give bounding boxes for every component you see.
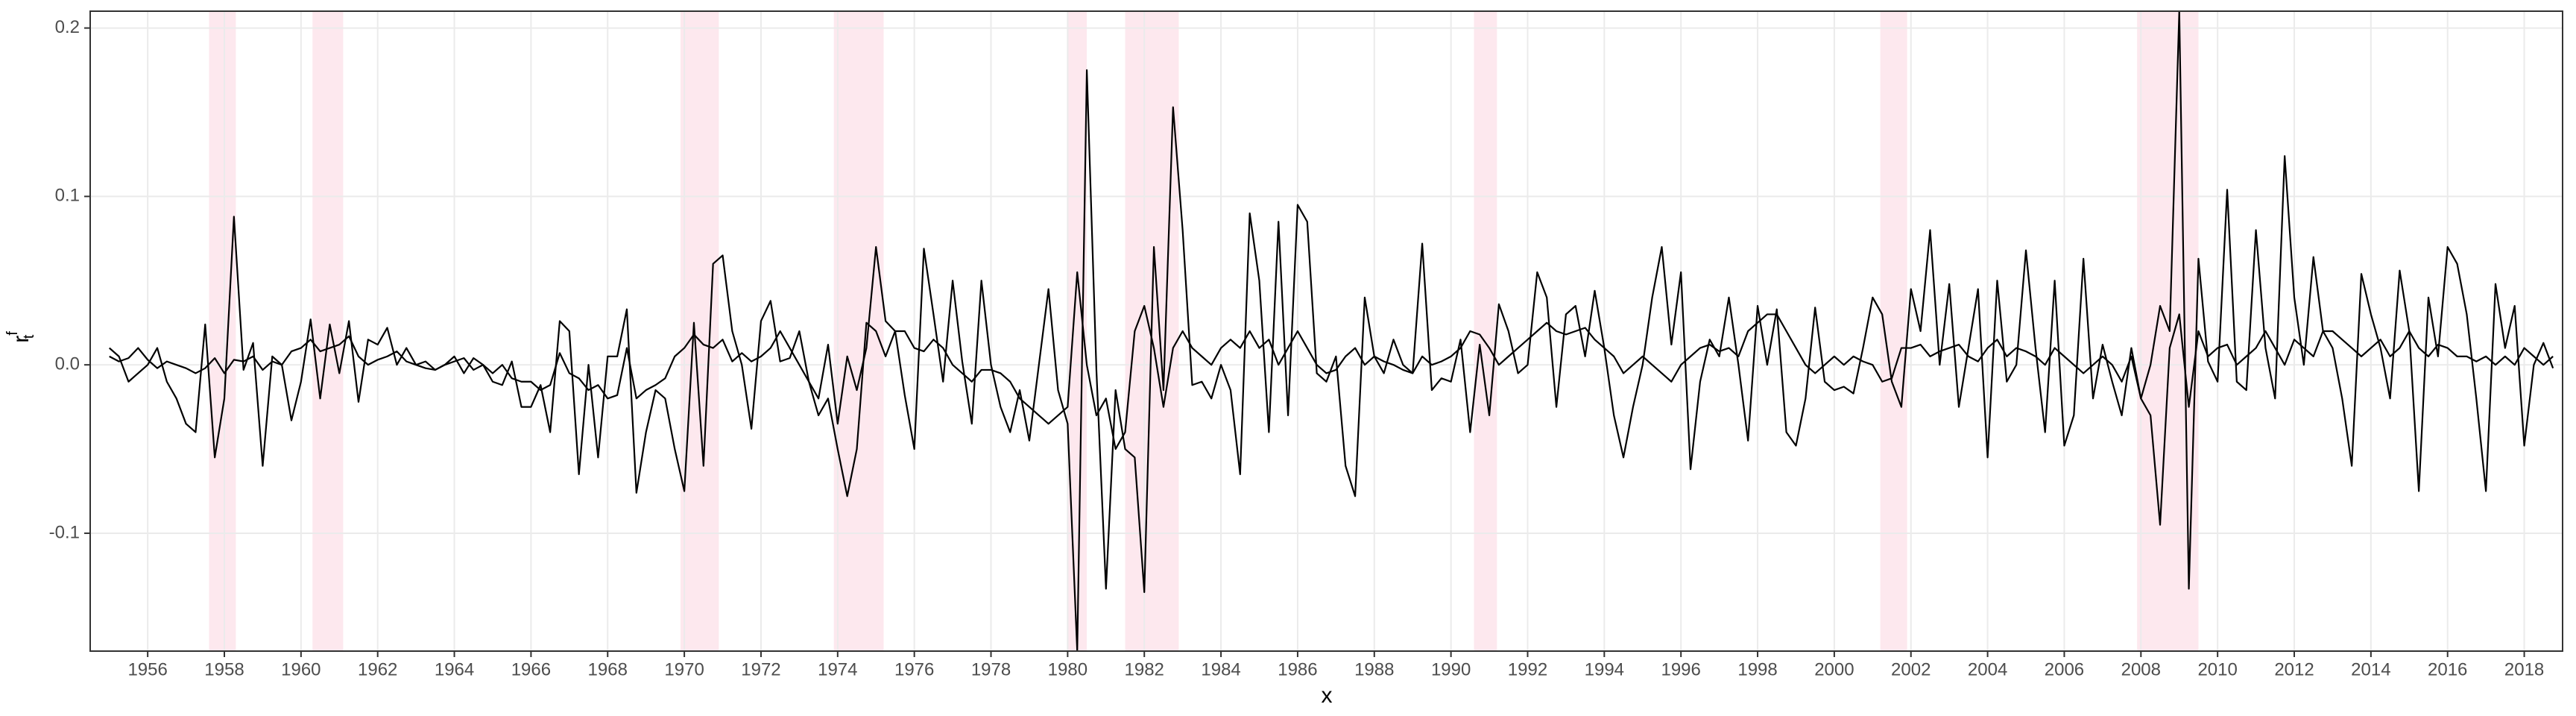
x-tick-label: 2016: [2428, 659, 2467, 679]
x-tick-label: 2014: [2351, 659, 2390, 679]
x-tick-label: 1988: [1354, 659, 1394, 679]
x-tick-label: 1992: [1508, 659, 1547, 679]
x-tick-label: 2012: [2274, 659, 2314, 679]
x-tick-label: 1994: [1585, 659, 1624, 679]
x-tick-label: 2018: [2504, 659, 2544, 679]
x-tick-label: 1982: [1125, 659, 1164, 679]
series-line: [109, 271, 2554, 526]
x-tick-label: 1960: [281, 659, 321, 679]
x-tick-label: 1970: [664, 659, 704, 679]
x-tick-label: 1978: [971, 659, 1011, 679]
y-axis-title: rft: [4, 331, 37, 343]
x-tick-label: 1966: [511, 659, 551, 679]
x-tick-label: 1998: [1737, 659, 1777, 679]
x-tick-label: 2002: [1891, 659, 1931, 679]
x-tick-label: 1962: [358, 659, 397, 679]
x-tick-label: 1974: [818, 659, 857, 679]
x-tick-label: 2008: [2121, 659, 2161, 679]
x-tick-label: 2000: [1814, 659, 1854, 679]
x-tick-label: 1984: [1201, 659, 1240, 679]
y-title-sub: t: [21, 334, 37, 339]
x-tick-label: 1968: [588, 659, 628, 679]
y-tick-label: 0.2: [55, 17, 80, 37]
y-title-sup: f: [4, 331, 21, 336]
line-layer: [108, 11, 2554, 651]
x-axis-title: x: [1322, 683, 1333, 708]
x-tick-label: 1964: [435, 659, 474, 679]
x-tick-label: 2004: [1968, 659, 2007, 679]
recession-band: [680, 11, 719, 651]
x-tick-label: 1976: [894, 659, 934, 679]
x-tick-label: 1986: [1278, 659, 1317, 679]
recession-band: [312, 11, 344, 651]
y-title-base: r: [9, 336, 34, 343]
recession-band: [209, 11, 236, 651]
x-tick-label: 1996: [1661, 659, 1700, 679]
x-tick-label: 2006: [2045, 659, 2084, 679]
x-tick-label: 1958: [204, 659, 244, 679]
x-tick-label: 1980: [1048, 659, 1087, 679]
panel-border: [89, 10, 2563, 652]
recession-band: [1474, 11, 1497, 651]
series-line: [108, 11, 2554, 651]
x-tick-label: 2010: [2197, 659, 2237, 679]
x-tick-label: 1990: [1431, 659, 1471, 679]
y-tick-label: 0.1: [55, 186, 80, 206]
x-tick-label: 1956: [127, 659, 167, 679]
y-tick-label: -0.1: [49, 522, 80, 542]
x-tick-label: 1972: [741, 659, 780, 679]
y-tick-label: 0.0: [55, 354, 80, 374]
